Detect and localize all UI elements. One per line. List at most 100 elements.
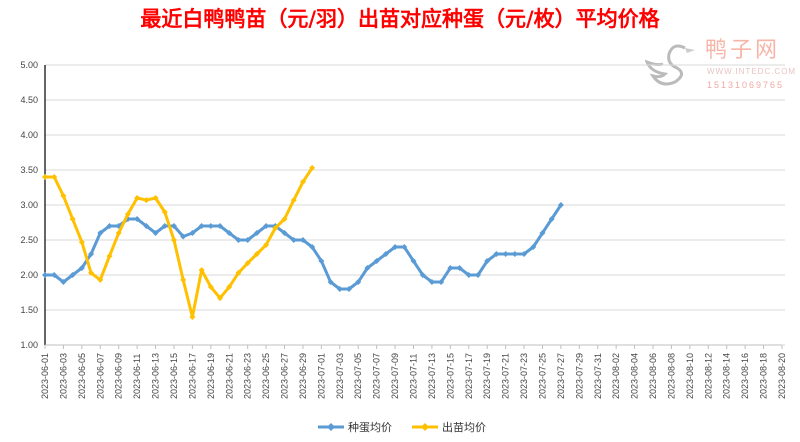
data-point <box>235 269 242 276</box>
y-tick-label: 1.00 <box>20 340 38 350</box>
data-point <box>244 260 251 267</box>
data-point <box>290 237 297 243</box>
legend-marker <box>421 423 429 431</box>
y-tick-label: 1.50 <box>20 305 38 315</box>
data-point <box>51 272 58 278</box>
x-tick-label: 2023-06-25 <box>261 353 271 399</box>
data-point <box>447 265 454 271</box>
data-point <box>152 230 159 236</box>
watermark-phone: 15131069765 <box>707 80 785 90</box>
data-point <box>217 295 224 302</box>
x-tick-label: 2023-07-15 <box>445 353 455 399</box>
data-point <box>88 269 95 276</box>
data-point <box>115 230 122 236</box>
data-point <box>327 279 334 285</box>
x-tick-label: 2023-06-29 <box>298 353 308 399</box>
chart-title: 最近白鸭鸭苗（元/羽）出苗对应种蛋（元/枚）平均价格 <box>140 7 660 31</box>
y-tick-label: 4.50 <box>20 95 38 105</box>
data-point <box>493 251 500 257</box>
data-point <box>244 237 251 243</box>
data-point <box>198 267 205 274</box>
data-point <box>106 253 113 260</box>
data-point <box>318 258 325 264</box>
watermark-name: 鸭子网 <box>705 38 781 63</box>
x-tick-label: 2023-07-07 <box>372 353 382 399</box>
data-point <box>97 276 104 283</box>
data-point <box>161 223 168 229</box>
data-point <box>272 225 279 232</box>
x-tick-label: 2023-06-23 <box>243 353 253 399</box>
series-line <box>45 204 563 291</box>
x-tick-label: 2023-07-03 <box>335 353 345 399</box>
data-point <box>299 237 306 243</box>
data-point <box>170 237 177 243</box>
data-point <box>124 211 131 218</box>
data-point <box>336 286 343 292</box>
x-tick-label: 2023-08-02 <box>611 353 621 399</box>
x-tick-label: 2023-07-31 <box>593 353 603 399</box>
data-point <box>281 216 288 222</box>
data-point <box>180 233 187 240</box>
x-tick-label: 2023-07-21 <box>501 353 511 399</box>
data-point <box>521 251 528 257</box>
data-point <box>346 286 353 292</box>
data-point <box>419 272 426 278</box>
data-point <box>456 265 463 271</box>
data-point <box>226 283 233 290</box>
data-point <box>134 216 141 222</box>
y-tick-label: 3.50 <box>20 165 38 175</box>
x-tick-label: 2023-08-08 <box>666 353 676 399</box>
data-point <box>106 223 113 229</box>
data-point <box>207 223 214 229</box>
x-tick-label: 2023-07-23 <box>519 353 529 399</box>
series-line <box>45 167 314 319</box>
data-point <box>143 197 150 204</box>
series-duckling-price <box>42 164 316 320</box>
data-point <box>51 174 58 180</box>
x-tick-label: 2023-07-19 <box>482 353 492 399</box>
x-tick-label: 2023-06-21 <box>224 353 234 399</box>
data-point <box>226 230 233 236</box>
x-tick-label: 2023-06-13 <box>151 353 161 399</box>
data-point <box>281 230 288 236</box>
y-tick-label: 2.50 <box>20 235 38 245</box>
x-tick-label: 2023-08-20 <box>777 353 787 399</box>
x-tick-label: 2023-06-03 <box>58 353 68 399</box>
data-point <box>511 251 518 257</box>
data-point <box>474 272 481 278</box>
data-point <box>263 241 270 248</box>
data-point <box>548 216 555 222</box>
data-point <box>253 251 260 257</box>
y-tick-label: 2.00 <box>20 270 38 280</box>
data-point <box>410 258 417 264</box>
x-tick-label: 2023-06-19 <box>206 353 216 399</box>
watermark-url: WWW.INTEDC.COM <box>707 67 797 76</box>
data-point <box>355 279 362 285</box>
x-tick-label: 2023-07-17 <box>464 353 474 399</box>
x-tick-label: 2023-06-01 <box>40 353 50 399</box>
data-point <box>253 230 260 236</box>
x-tick-label: 2023-06-09 <box>114 353 124 399</box>
data-point <box>161 209 168 215</box>
legend-label: 种蛋均价 <box>348 420 392 434</box>
data-point <box>392 244 399 250</box>
data-point <box>152 195 159 201</box>
data-point <box>290 197 297 204</box>
data-point <box>263 223 270 229</box>
data-point <box>189 230 196 236</box>
data-point <box>198 223 205 229</box>
data-point <box>78 265 85 271</box>
x-tick-label: 2023-07-27 <box>556 353 566 399</box>
data-point <box>465 272 472 278</box>
x-tick-label: 2023-08-18 <box>759 353 769 399</box>
y-tick-label: 3.00 <box>20 200 38 210</box>
data-point <box>502 251 509 257</box>
data-point <box>134 195 141 201</box>
x-tick-label: 2023-08-06 <box>648 353 658 399</box>
data-point <box>42 272 48 278</box>
data-point <box>309 244 316 250</box>
watermark-logo: 鸭子网 WWW.INTEDC.COM 15131069765 <box>645 38 800 94</box>
data-point <box>207 283 214 290</box>
x-tick-label: 2023-07-11 <box>409 354 419 399</box>
